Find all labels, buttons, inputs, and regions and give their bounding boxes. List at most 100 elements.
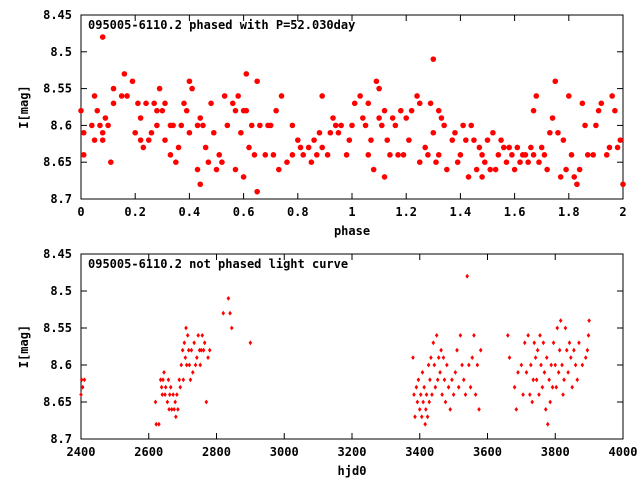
data-point (248, 340, 253, 346)
data-point (132, 129, 138, 136)
data-point (188, 377, 193, 383)
data-point (156, 85, 163, 92)
phased-x-tick-label: 0.2 (124, 205, 146, 219)
data-point (537, 392, 541, 397)
data-point (362, 122, 369, 129)
data-point (517, 159, 523, 165)
data-point (441, 355, 446, 360)
data-point (424, 392, 429, 397)
data-point (172, 407, 176, 412)
data-point (173, 159, 179, 165)
data-point (163, 392, 167, 397)
data-point (124, 93, 130, 99)
data-point (221, 93, 228, 99)
data-point (166, 377, 171, 383)
data-point (503, 159, 510, 165)
data-point (430, 56, 437, 62)
data-point (545, 421, 550, 427)
unphased-data-points (79, 273, 591, 427)
data-point (190, 370, 195, 375)
data-point (207, 347, 212, 353)
data-point (99, 34, 106, 40)
data-point (435, 152, 442, 158)
data-point (429, 355, 433, 360)
data-point (79, 392, 83, 397)
data-point (542, 370, 547, 375)
data-point (179, 362, 184, 368)
data-point (524, 370, 529, 375)
data-point (408, 107, 415, 114)
data-point (202, 340, 207, 346)
data-point (421, 399, 425, 405)
data-point (137, 137, 144, 143)
data-point (458, 333, 463, 338)
data-point (238, 129, 244, 136)
data-point (574, 181, 580, 188)
data-point (417, 407, 422, 412)
data-point (158, 377, 163, 383)
data-point (530, 399, 535, 405)
data-point (431, 340, 436, 346)
data-point (416, 377, 421, 383)
data-point (573, 362, 578, 368)
data-point (379, 122, 385, 129)
data-point (183, 107, 190, 114)
data-point (457, 152, 464, 158)
data-point (441, 122, 447, 129)
data-point (192, 340, 196, 346)
data-point (521, 392, 525, 397)
data-point (506, 144, 512, 151)
data-point (435, 377, 440, 383)
data-point (324, 152, 331, 158)
data-point (490, 129, 496, 136)
data-point (384, 137, 391, 143)
data-point (473, 166, 480, 173)
data-point (243, 107, 250, 114)
data-point (512, 384, 517, 390)
data-point (197, 181, 204, 188)
data-point (418, 392, 423, 397)
data-point (346, 137, 353, 143)
data-point (175, 392, 179, 397)
data-point (572, 347, 576, 353)
unphased-y-tick-label: 8.45 (43, 247, 72, 261)
data-point (442, 377, 447, 383)
unphased-y-axis-label: I[mag] (17, 325, 31, 368)
phased-chart-title: 095005-6110.2 phased with P=52.030day (88, 18, 355, 32)
data-point (533, 93, 540, 99)
data-point (414, 93, 420, 99)
unphased-x-tick-label: 3000 (270, 445, 299, 459)
data-point (567, 340, 572, 346)
data-point (273, 107, 279, 114)
data-point (80, 384, 85, 390)
data-point (478, 347, 483, 353)
data-point (525, 159, 531, 165)
data-point (583, 355, 588, 360)
data-point (289, 152, 296, 158)
data-point (368, 137, 374, 143)
data-point (206, 355, 210, 360)
data-point (453, 370, 458, 375)
data-point (118, 93, 125, 99)
data-point (571, 174, 578, 180)
phased-y-tick-label: 8.45 (43, 8, 72, 22)
data-point (593, 122, 599, 129)
phased-x-tick-label: 2 (619, 205, 626, 219)
data-point (254, 78, 260, 85)
data-point (97, 122, 103, 129)
data-point (173, 399, 177, 405)
data-point (445, 362, 449, 368)
data-point (475, 362, 480, 368)
data-point (530, 152, 537, 158)
data-point (151, 100, 157, 107)
data-point (387, 152, 393, 158)
data-point (427, 399, 432, 405)
data-point (246, 144, 252, 151)
data-point (415, 399, 420, 405)
data-point (586, 333, 591, 338)
data-point (284, 159, 290, 165)
data-point (465, 174, 472, 180)
data-point (289, 122, 296, 129)
data-point (257, 122, 263, 129)
data-point (456, 384, 461, 390)
